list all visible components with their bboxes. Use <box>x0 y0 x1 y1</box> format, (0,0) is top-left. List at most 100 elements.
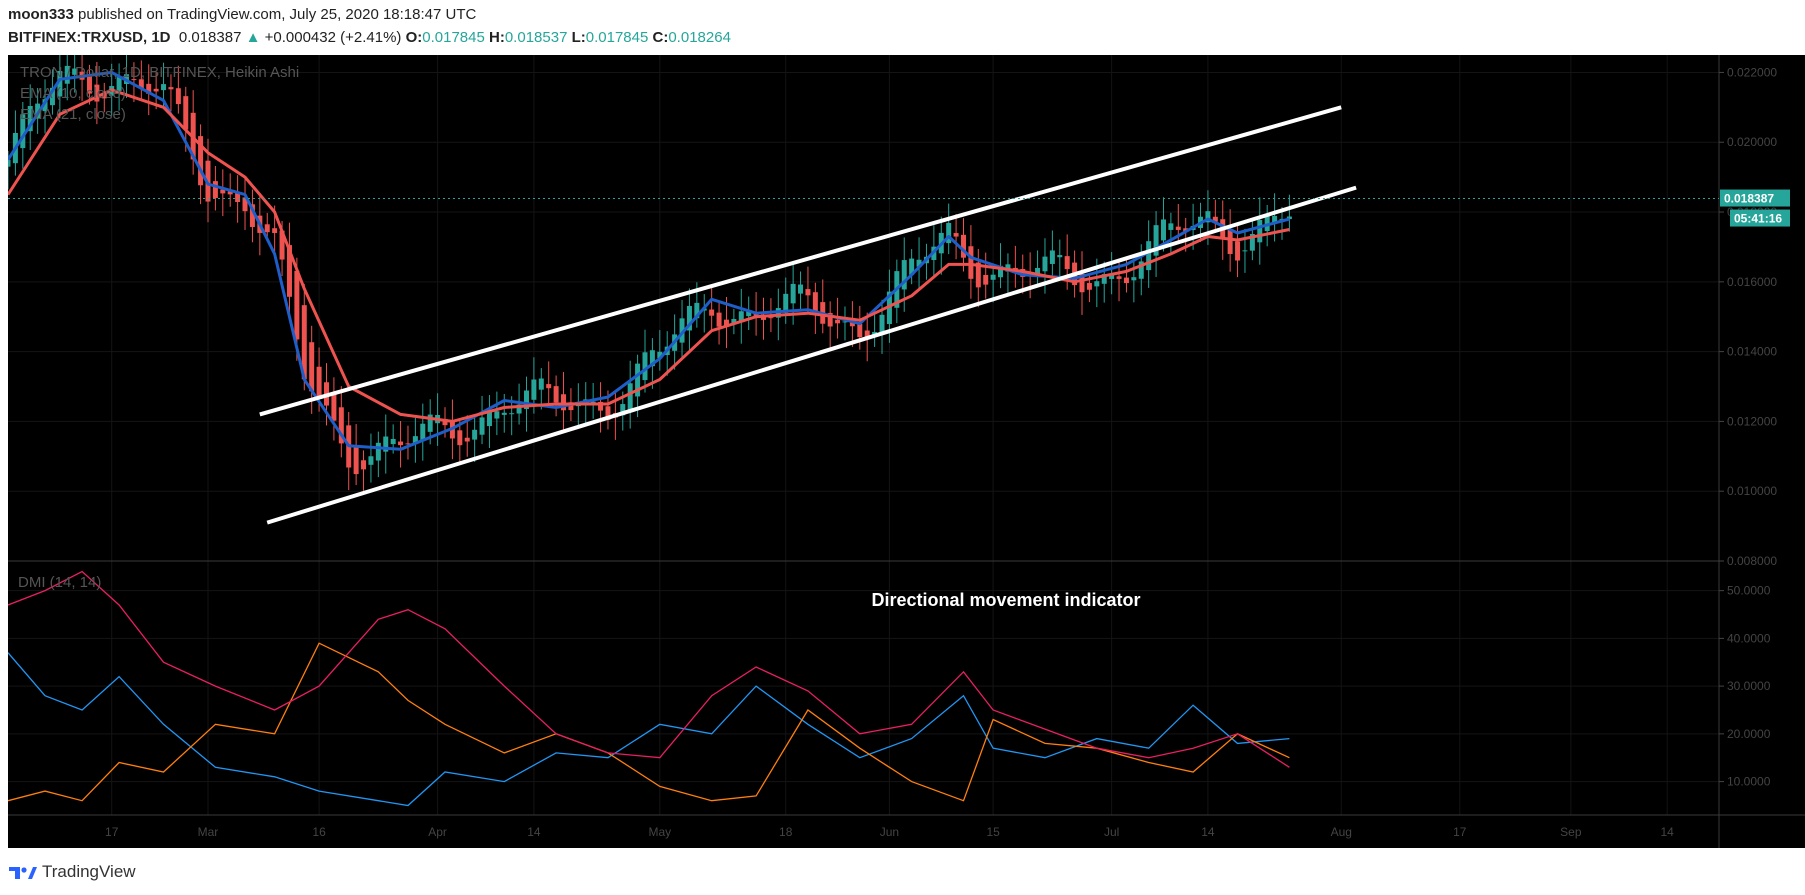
candle-body <box>1242 250 1248 252</box>
price-tick-label: 0.012000 <box>1727 414 1777 428</box>
candle-body <box>738 311 744 322</box>
author-name[interactable]: moon333 <box>8 6 74 23</box>
candle-body <box>879 314 885 334</box>
tradingview-logo-icon <box>9 867 37 879</box>
up-arrow-icon: ▲ <box>245 29 261 46</box>
dmi-annotation: Directional movement indicator <box>871 590 1140 610</box>
candle-body <box>427 414 433 432</box>
candle-body <box>1257 219 1263 243</box>
candle-body <box>1131 277 1137 281</box>
dmi-tick-label: 30.0000 <box>1727 679 1771 693</box>
candle-body <box>909 258 915 275</box>
footer-brand[interactable]: TradingView <box>42 862 136 881</box>
candle-body <box>1042 256 1048 272</box>
candle-body <box>486 410 492 427</box>
candle-body <box>131 79 137 81</box>
candle-body <box>383 436 389 452</box>
candle-body <box>568 402 574 411</box>
candle-body <box>420 423 426 440</box>
candle-body <box>553 386 559 403</box>
symbol-info: BITFINEX:TRXUSD, 1D 0.018387 ▲ +0.000432… <box>8 29 731 46</box>
candle-body <box>1049 250 1055 264</box>
candle-body <box>709 309 715 316</box>
candle-body <box>812 292 818 313</box>
candle-body <box>864 330 870 339</box>
candle-body <box>1286 216 1292 220</box>
candle-body <box>353 446 359 475</box>
candle-body <box>1057 255 1063 258</box>
candle-body <box>1205 211 1211 223</box>
candle-body <box>842 321 848 323</box>
candle-body <box>153 88 159 92</box>
candle-body <box>64 65 70 84</box>
candle-body <box>168 87 174 90</box>
candle-body <box>301 305 307 380</box>
candle-body <box>116 77 122 91</box>
candle-body <box>449 422 455 439</box>
candle-body <box>146 83 152 94</box>
candle-body <box>1168 223 1174 230</box>
candle-body <box>1227 228 1233 254</box>
candle-body <box>375 442 381 461</box>
candle-body <box>723 319 729 327</box>
candle-body <box>361 460 367 470</box>
candle-body <box>501 412 507 415</box>
candle-body <box>783 293 789 313</box>
candle-body <box>331 393 337 421</box>
candle-body <box>998 265 1004 278</box>
candle-body <box>805 289 811 296</box>
candle-body <box>1212 216 1218 222</box>
price-tag-label: 0.018387 <box>1724 192 1774 206</box>
candle-body <box>390 438 396 445</box>
candle-body <box>598 401 604 411</box>
candle-body <box>1020 268 1026 277</box>
candle-body <box>42 99 48 112</box>
candle-body <box>457 430 463 446</box>
candle-body <box>983 274 989 285</box>
chart-area[interactable]: 17 Mar 16 Apr 14 May 18 Jun 15 Jul 14 Aug 17 Sep 14 0.0… <box>8 55 1805 848</box>
candle-body <box>1249 233 1255 251</box>
candle-body <box>138 79 144 89</box>
candle-body <box>286 245 292 297</box>
price-tick-label: 0.016000 <box>1727 275 1777 289</box>
candle-body <box>872 331 878 335</box>
footer: TradingView <box>8 862 136 882</box>
candle-body <box>398 441 404 446</box>
time-tick-label: 16 <box>312 825 326 839</box>
candle-body <box>494 411 500 419</box>
grid <box>8 55 1719 815</box>
candle-body <box>620 404 626 416</box>
last-price: 0.018387 <box>178 29 242 46</box>
candle-body <box>657 351 663 359</box>
time-tick-label: 17 <box>105 825 119 839</box>
candle-body <box>531 379 537 400</box>
price-tag: 0.018387 05:41:16 <box>1720 189 1790 227</box>
candle-body <box>901 260 907 290</box>
candle-body <box>627 383 633 410</box>
candle-body <box>94 84 100 102</box>
candle-body <box>516 404 522 414</box>
time-tick-label: Jul <box>1104 825 1119 839</box>
chart-background <box>8 55 1805 848</box>
time-tick-label: Mar <box>198 825 219 839</box>
low-value: 0.017845 <box>585 29 649 46</box>
candle-body <box>953 233 959 237</box>
candle-body <box>368 456 374 465</box>
candle-body <box>960 234 966 258</box>
candle-body <box>412 436 418 444</box>
candle-body <box>1035 267 1041 275</box>
ema21-legend: EMA (21, close) <box>20 106 126 123</box>
candle-body <box>1079 273 1085 293</box>
candle-body <box>768 317 774 319</box>
candle-body <box>1109 273 1115 279</box>
candle-body <box>590 401 596 403</box>
price-tag-background <box>1720 189 1790 207</box>
plus-di-line <box>8 652 1290 807</box>
candle-body <box>538 378 544 390</box>
candle-body <box>183 96 189 130</box>
candle-body <box>57 70 63 97</box>
candle-body <box>798 284 804 294</box>
candle-body <box>175 88 181 105</box>
adx-line <box>8 570 1290 768</box>
candle-body <box>968 246 974 279</box>
